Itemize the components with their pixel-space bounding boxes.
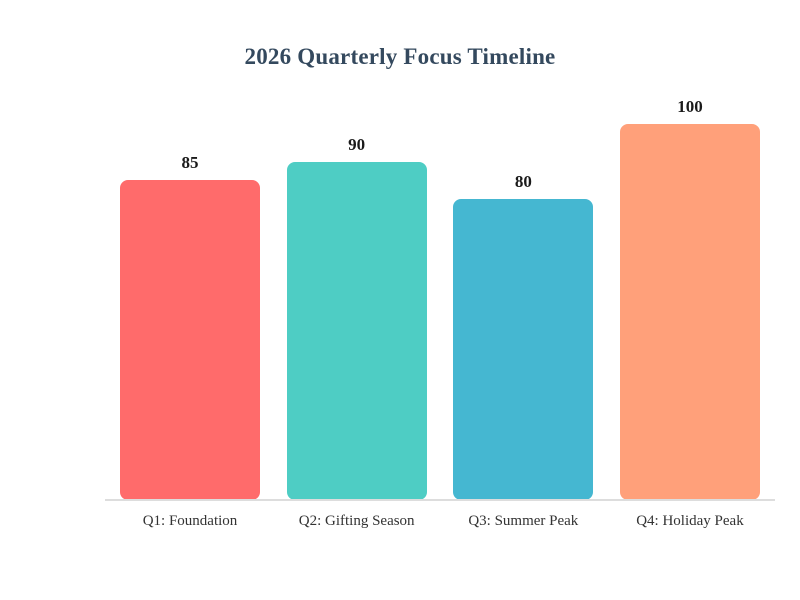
bar-group-q1: 85 Q1: Foundation xyxy=(120,153,260,529)
bar-q4-holiday-peak xyxy=(619,124,760,500)
category-label: Q3: Summer Peak xyxy=(468,513,579,529)
bar-value-label: 90 xyxy=(348,135,366,154)
bar-group-q3: 80 Q3: Summer Peak xyxy=(453,172,594,529)
bar-q1-foundation xyxy=(120,180,260,500)
category-label: Q2: Gifting Season xyxy=(298,513,415,529)
bar-group-q4: 100 Q4: Holiday Peak xyxy=(619,97,760,529)
category-label: Q1: Foundation xyxy=(142,513,238,529)
bar-group-q2: 90 Q2: Gifting Season xyxy=(286,135,427,529)
category-label: Q4: Holiday Peak xyxy=(636,513,744,529)
bar-q2-gifting-season xyxy=(286,162,427,500)
plot-area: 85 Q1: Foundation 90 Q2: Gifting Season … xyxy=(120,80,760,529)
bar-q3-summer-peak xyxy=(453,199,594,500)
x-axis-line xyxy=(105,499,775,501)
chart-title: 2026 Quarterly Focus Timeline xyxy=(244,44,556,69)
bar-value-label: 100 xyxy=(677,97,703,116)
bar-value-label: 80 xyxy=(514,172,532,191)
bar-value-label: 85 xyxy=(181,153,199,172)
